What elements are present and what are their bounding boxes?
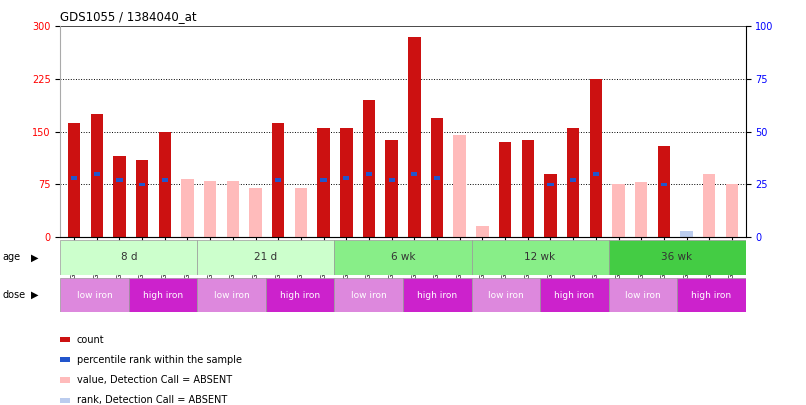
Bar: [408, 37, 421, 237]
Bar: [116, 178, 123, 182]
Bar: [366, 172, 372, 175]
Bar: [476, 226, 488, 237]
Text: 12 wk: 12 wk: [525, 252, 555, 262]
Bar: [725, 184, 738, 237]
Bar: [68, 123, 81, 237]
Bar: [318, 128, 330, 237]
Text: rank, Detection Call = ABSENT: rank, Detection Call = ABSENT: [77, 395, 226, 405]
Bar: [454, 135, 466, 237]
Bar: [472, 278, 540, 312]
Bar: [181, 179, 193, 237]
Bar: [266, 278, 334, 312]
Text: ▶: ▶: [31, 252, 38, 262]
Bar: [197, 278, 266, 312]
Bar: [321, 178, 326, 182]
Bar: [385, 140, 398, 237]
Text: low iron: low iron: [214, 290, 250, 300]
Text: low iron: low iron: [625, 290, 661, 300]
Bar: [521, 142, 534, 237]
Bar: [635, 182, 647, 237]
Text: high iron: high iron: [280, 290, 320, 300]
Bar: [90, 114, 103, 237]
Bar: [162, 178, 168, 182]
Bar: [226, 181, 239, 237]
Bar: [567, 128, 580, 237]
Bar: [725, 188, 738, 237]
Bar: [411, 172, 418, 175]
Bar: [540, 278, 609, 312]
Text: low iron: low iron: [77, 290, 113, 300]
Bar: [204, 188, 217, 237]
Bar: [521, 140, 534, 237]
Bar: [129, 278, 197, 312]
Bar: [334, 278, 403, 312]
Bar: [592, 172, 599, 175]
Bar: [547, 183, 554, 186]
Bar: [703, 174, 716, 237]
Bar: [249, 188, 262, 237]
Text: age: age: [2, 252, 20, 262]
Text: dose: dose: [2, 290, 26, 300]
Bar: [609, 278, 677, 312]
Bar: [136, 160, 148, 237]
Text: 36 wk: 36 wk: [662, 252, 692, 262]
Text: high iron: high iron: [143, 290, 183, 300]
Bar: [272, 123, 285, 237]
Bar: [113, 156, 126, 237]
Bar: [570, 178, 576, 182]
Bar: [71, 176, 77, 180]
Bar: [403, 278, 472, 312]
Bar: [430, 117, 443, 237]
Bar: [589, 79, 602, 237]
Text: 6 wk: 6 wk: [391, 252, 415, 262]
Bar: [434, 176, 440, 180]
Text: high iron: high iron: [418, 290, 457, 300]
Bar: [661, 183, 667, 186]
Text: 21 d: 21 d: [255, 252, 277, 262]
Bar: [60, 240, 197, 275]
Bar: [680, 230, 693, 237]
Bar: [197, 240, 334, 275]
Bar: [334, 240, 472, 275]
Bar: [139, 183, 145, 186]
Bar: [60, 278, 129, 312]
Text: high iron: high iron: [555, 290, 594, 300]
Bar: [204, 181, 217, 237]
Text: low iron: low iron: [351, 290, 387, 300]
Bar: [159, 132, 171, 237]
Text: value, Detection Call = ABSENT: value, Detection Call = ABSENT: [77, 375, 231, 385]
Text: percentile rank within the sample: percentile rank within the sample: [77, 355, 242, 365]
Bar: [93, 172, 100, 175]
Bar: [430, 135, 443, 237]
Bar: [499, 146, 511, 237]
Text: ▶: ▶: [31, 290, 38, 300]
Bar: [343, 176, 350, 180]
Text: 8 d: 8 d: [121, 252, 137, 262]
Text: low iron: low iron: [488, 290, 524, 300]
Bar: [363, 100, 376, 237]
Bar: [613, 184, 625, 237]
Bar: [677, 278, 746, 312]
Bar: [658, 146, 670, 237]
Bar: [472, 240, 609, 275]
Bar: [295, 188, 307, 237]
Bar: [275, 178, 281, 182]
Bar: [388, 178, 395, 182]
Bar: [340, 128, 352, 237]
Bar: [544, 174, 557, 237]
Bar: [499, 142, 511, 237]
Text: high iron: high iron: [692, 290, 731, 300]
Bar: [272, 180, 285, 237]
Bar: [609, 240, 746, 275]
Bar: [249, 195, 262, 237]
Text: GDS1055 / 1384040_at: GDS1055 / 1384040_at: [60, 10, 197, 23]
Bar: [635, 218, 647, 237]
Bar: [226, 191, 239, 237]
Text: count: count: [77, 335, 104, 345]
